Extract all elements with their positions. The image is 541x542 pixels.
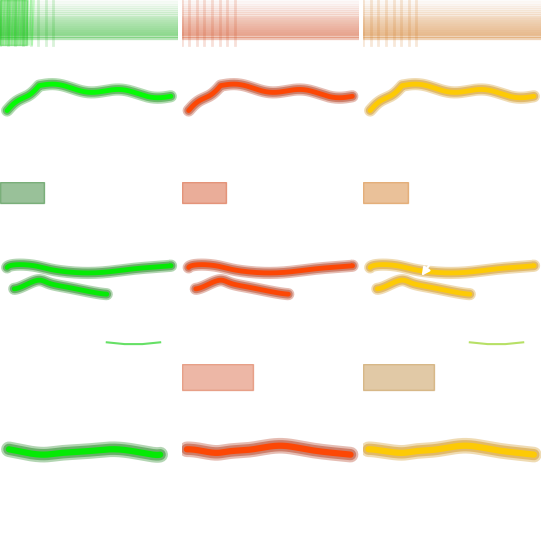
Bar [0, 18, 178, 21]
Bar [363, 24, 541, 27]
Bar [0, 20, 178, 23]
Bar [182, 5, 359, 8]
Bar [182, 22, 359, 25]
Text: C: C [370, 167, 381, 183]
Bar [0, 2, 178, 4]
Bar [0, 12, 178, 15]
Bar [363, 3, 541, 6]
Text: D: D [7, 350, 19, 364]
Bar [0, 35, 178, 37]
Bar [0, 5, 178, 8]
Bar [0, 14, 178, 16]
Bar [182, 33, 359, 35]
Bar [363, 26, 541, 29]
Bar [363, 33, 541, 35]
Bar [363, 16, 541, 18]
Bar [363, 0, 541, 2]
Bar [0, 8, 178, 10]
Bar [182, 28, 359, 31]
Bar [363, 28, 541, 31]
Text: F: F [370, 350, 379, 364]
Bar [363, 14, 541, 16]
Bar [182, 2, 359, 4]
Text: B: B [189, 167, 199, 183]
Text: E: E [189, 350, 198, 364]
Bar [363, 2, 541, 4]
Bar [182, 3, 359, 6]
Bar [182, 24, 359, 27]
Bar [363, 8, 541, 10]
Bar [182, 30, 359, 33]
Text: A: A [7, 167, 17, 183]
Bar [363, 5, 541, 8]
Bar [182, 20, 359, 23]
Bar [363, 36, 541, 39]
Bar [182, 8, 359, 10]
Bar [182, 16, 359, 18]
Bar [0, 33, 178, 35]
Bar [182, 12, 359, 15]
Bar [363, 12, 541, 15]
Bar [182, 35, 359, 37]
Bar [182, 18, 359, 21]
Bar [182, 0, 359, 2]
Bar [0, 3, 178, 6]
Bar [363, 22, 541, 25]
Bar [0, 28, 178, 31]
Bar [0, 0, 178, 2]
Text: H: H [189, 531, 200, 542]
Text: G: G [7, 531, 19, 542]
Bar [0, 22, 178, 25]
Bar [0, 26, 178, 29]
Bar [182, 26, 359, 29]
Bar [363, 20, 541, 23]
Bar [0, 24, 178, 27]
Bar [0, 10, 178, 12]
Bar [363, 10, 541, 12]
Bar [182, 36, 359, 39]
Bar [0, 36, 178, 39]
Bar [0, 30, 178, 33]
Text: I: I [370, 531, 375, 542]
Bar [363, 18, 541, 21]
Bar [182, 10, 359, 12]
Bar [0, 16, 178, 18]
Bar [182, 14, 359, 16]
Bar [363, 35, 541, 37]
Bar [363, 30, 541, 33]
